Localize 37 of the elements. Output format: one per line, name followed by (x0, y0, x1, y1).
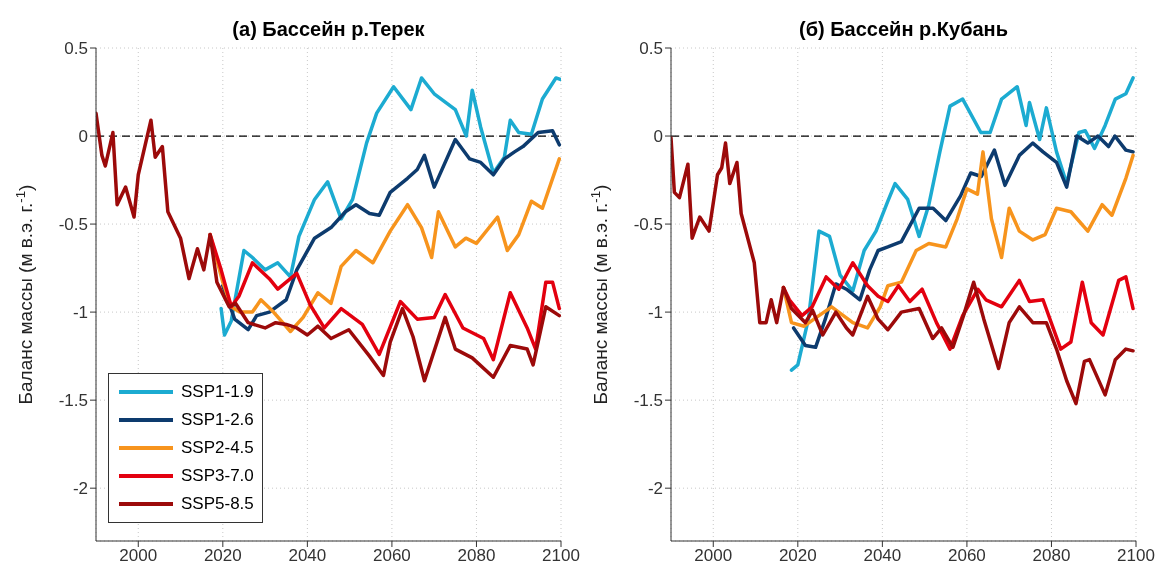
y-tick-label: -2 (72, 479, 88, 499)
legend-label: SSP2-4.5 (181, 438, 254, 458)
y-tick-label: -1 (72, 303, 88, 323)
chart-title: (б) Бассейн р.Кубань (798, 18, 1009, 41)
x-tick-label: 2020 (203, 546, 242, 566)
x-tick-label: 2040 (288, 546, 327, 566)
y-tick-label: 0 (78, 127, 88, 147)
x-tick-label: 2100 (542, 546, 580, 566)
legend-label: SSP5-8.5 (181, 494, 254, 514)
x-tick-label: 2000 (694, 546, 733, 566)
line-series (781, 150, 1135, 330)
y-tick-label: 0 (653, 127, 663, 147)
y-tick-label: -0.5 (633, 215, 663, 235)
y-tick-label: -1.5 (58, 391, 88, 411)
x-tick-label: 2100 (1117, 546, 1155, 566)
x-tick-label: 2080 (457, 546, 496, 566)
y-tick-label: -1 (647, 303, 663, 323)
legend-label: SSP1-1.9 (181, 382, 254, 402)
y-tick-label: -0.5 (58, 215, 88, 235)
y-tick-label: -1.5 (633, 391, 663, 411)
line-series (791, 134, 1135, 350)
x-tick-label: 2000 (119, 546, 158, 566)
x-tick-label: 2020 (778, 546, 817, 566)
line-series (221, 129, 561, 332)
x-tick-label: 2040 (863, 546, 902, 566)
y-tick-label: 0.5 (639, 39, 663, 59)
y-tick-label: 0.5 (64, 39, 88, 59)
x-tick-label: 2060 (373, 546, 411, 566)
y-tick-label: -2 (647, 479, 663, 499)
x-tick-label: 2060 (947, 546, 986, 566)
line-series (219, 76, 561, 337)
legend-label: SSP1-2.6 (181, 410, 254, 430)
x-tick-label: 2080 (1032, 546, 1071, 566)
legend-label: SSP3-7.0 (181, 466, 254, 486)
line-series (671, 136, 1135, 406)
line-series (96, 111, 561, 383)
chart-title: (а) Бассейн р.Терек (231, 18, 426, 41)
